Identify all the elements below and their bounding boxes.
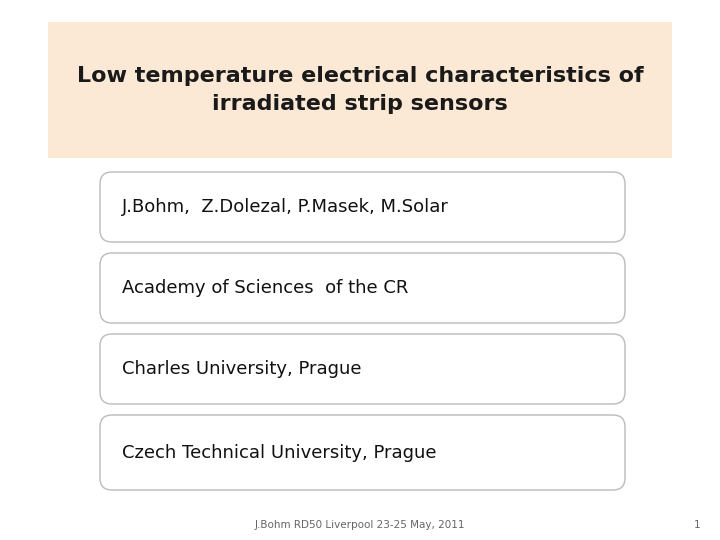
FancyBboxPatch shape — [100, 253, 625, 323]
Text: 1: 1 — [693, 520, 700, 530]
FancyBboxPatch shape — [100, 172, 625, 242]
Text: Czech Technical University, Prague: Czech Technical University, Prague — [122, 443, 436, 462]
Text: Academy of Sciences  of the CR: Academy of Sciences of the CR — [122, 279, 408, 297]
FancyBboxPatch shape — [48, 22, 672, 158]
FancyBboxPatch shape — [100, 415, 625, 490]
Text: Low temperature electrical characteristics of
irradiated strip sensors: Low temperature electrical characteristi… — [77, 66, 643, 113]
Text: Charles University, Prague: Charles University, Prague — [122, 360, 361, 378]
FancyBboxPatch shape — [100, 334, 625, 404]
Text: J.Bohm RD50 Liverpool 23-25 May, 2011: J.Bohm RD50 Liverpool 23-25 May, 2011 — [255, 520, 465, 530]
Text: J.Bohm,  Z.Dolezal, P.Masek, M.Solar: J.Bohm, Z.Dolezal, P.Masek, M.Solar — [122, 198, 449, 216]
